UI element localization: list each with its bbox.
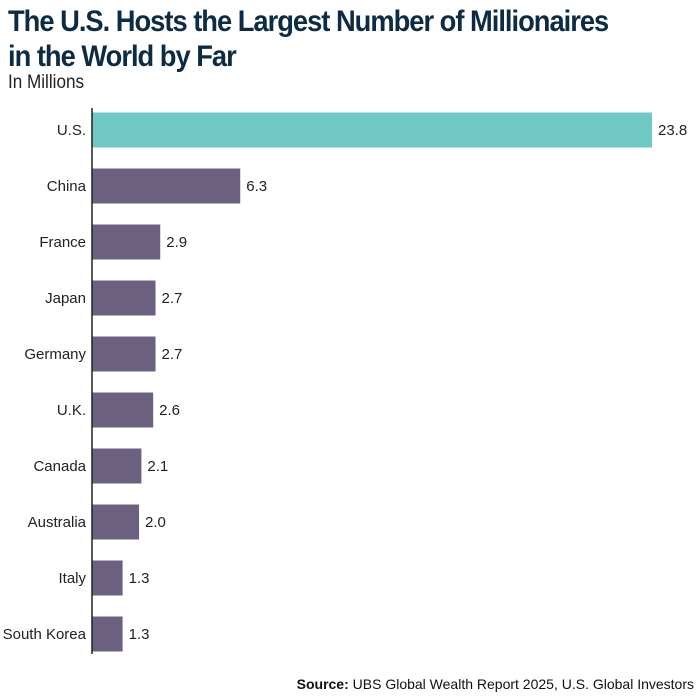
source-note: Source: UBS Global Wealth Report 2025, U… <box>297 676 694 692</box>
category-label: Canada <box>33 458 86 475</box>
bar <box>92 112 652 148</box>
value-label: 2.9 <box>166 234 187 251</box>
value-label: 2.0 <box>145 514 166 531</box>
bar <box>92 448 142 484</box>
bar <box>92 392 154 428</box>
value-label: 1.3 <box>129 626 150 643</box>
bar <box>92 560 123 596</box>
category-label: U.S. <box>57 122 86 139</box>
bar <box>92 168 241 204</box>
value-label: 2.7 <box>162 346 183 363</box>
chart-title-line-1: The U.S. Hosts the Largest Number of Mil… <box>8 5 609 38</box>
value-label: 1.3 <box>129 570 150 587</box>
source-label: Source: <box>296 676 349 692</box>
value-label: 23.8 <box>658 122 687 139</box>
value-label: 6.3 <box>246 178 267 195</box>
bar <box>92 504 140 540</box>
category-label: U.K. <box>57 402 86 419</box>
bar <box>92 224 161 260</box>
category-label: China <box>47 178 87 195</box>
bar <box>92 616 123 652</box>
bar <box>92 280 156 316</box>
category-label: South Korea <box>3 626 87 643</box>
source-text: UBS Global Wealth Report 2025, U.S. Glob… <box>352 676 694 692</box>
category-label: Japan <box>45 290 86 307</box>
chart-title: The U.S. Hosts the Largest Number of Mil… <box>8 4 638 74</box>
category-label: Italy <box>58 570 86 587</box>
value-label: 2.1 <box>147 458 168 475</box>
value-label: 2.6 <box>159 402 180 419</box>
category-label: Germany <box>24 346 86 363</box>
value-label: 2.7 <box>162 290 183 307</box>
chart-subtitle: In Millions <box>8 72 85 93</box>
bar <box>92 336 156 372</box>
category-label: France <box>39 234 86 251</box>
chart-title-line-2: in the World by Far <box>8 40 237 73</box>
category-label: Australia <box>28 514 87 531</box>
